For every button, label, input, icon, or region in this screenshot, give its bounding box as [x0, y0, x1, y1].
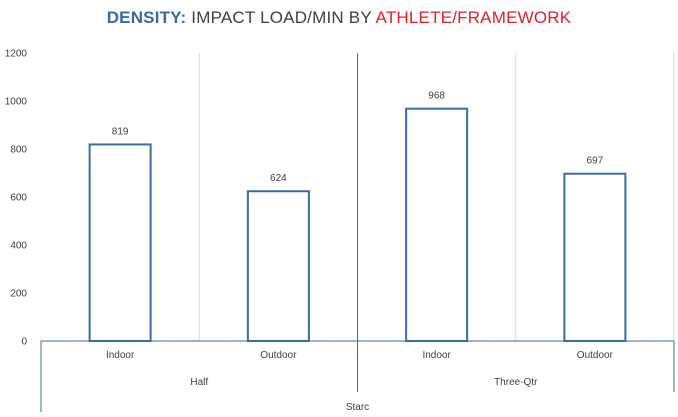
- x-category-label: Indoor: [106, 350, 135, 361]
- y-tick-label: 600: [10, 193, 27, 204]
- y-tick-label: 1000: [5, 97, 28, 108]
- x-athlete-label: Starc: [346, 402, 369, 413]
- y-tick-label: 1200: [5, 49, 28, 60]
- y-tick-label: 200: [10, 289, 27, 300]
- bar: [246, 190, 310, 342]
- bars: [88, 107, 627, 343]
- data-label: 624: [270, 173, 287, 184]
- x-axis: Indoor Outdoor Indoor Outdoor Half Three-Qtr S…: [40, 53, 675, 413]
- y-axis-ticks: 0 200 400 600 800 1000 1200: [5, 49, 28, 348]
- x-category-label: Outdoor: [577, 350, 614, 361]
- data-label: 819: [112, 126, 129, 137]
- x-framework-label: Half: [190, 377, 208, 388]
- chart-title-part3: ATHLETE/FRAMEWORK: [376, 8, 572, 27]
- x-category-label: Outdoor: [260, 350, 297, 361]
- x-framework-label: Three-Qtr: [494, 377, 538, 388]
- data-label: 697: [587, 156, 604, 167]
- y-tick-label: 400: [10, 241, 27, 252]
- data-label: 968: [428, 91, 445, 102]
- bar: [88, 143, 152, 342]
- grid-layer: [198, 53, 675, 341]
- chart-title: DENSITY: IMPACT LOAD/MIN BY ATHLETE/FRAM…: [107, 8, 572, 27]
- bar: [405, 107, 469, 343]
- y-tick-label: 0: [21, 337, 27, 348]
- chart-title-part2: IMPACT LOAD/MIN BY: [186, 8, 375, 27]
- x-category-label: Indoor: [422, 350, 451, 361]
- data-labels: 819 624 968 697: [112, 91, 604, 185]
- y-tick-label: 800: [10, 145, 27, 156]
- chart-title-part1: DENSITY:: [107, 8, 187, 27]
- bar: [563, 172, 627, 342]
